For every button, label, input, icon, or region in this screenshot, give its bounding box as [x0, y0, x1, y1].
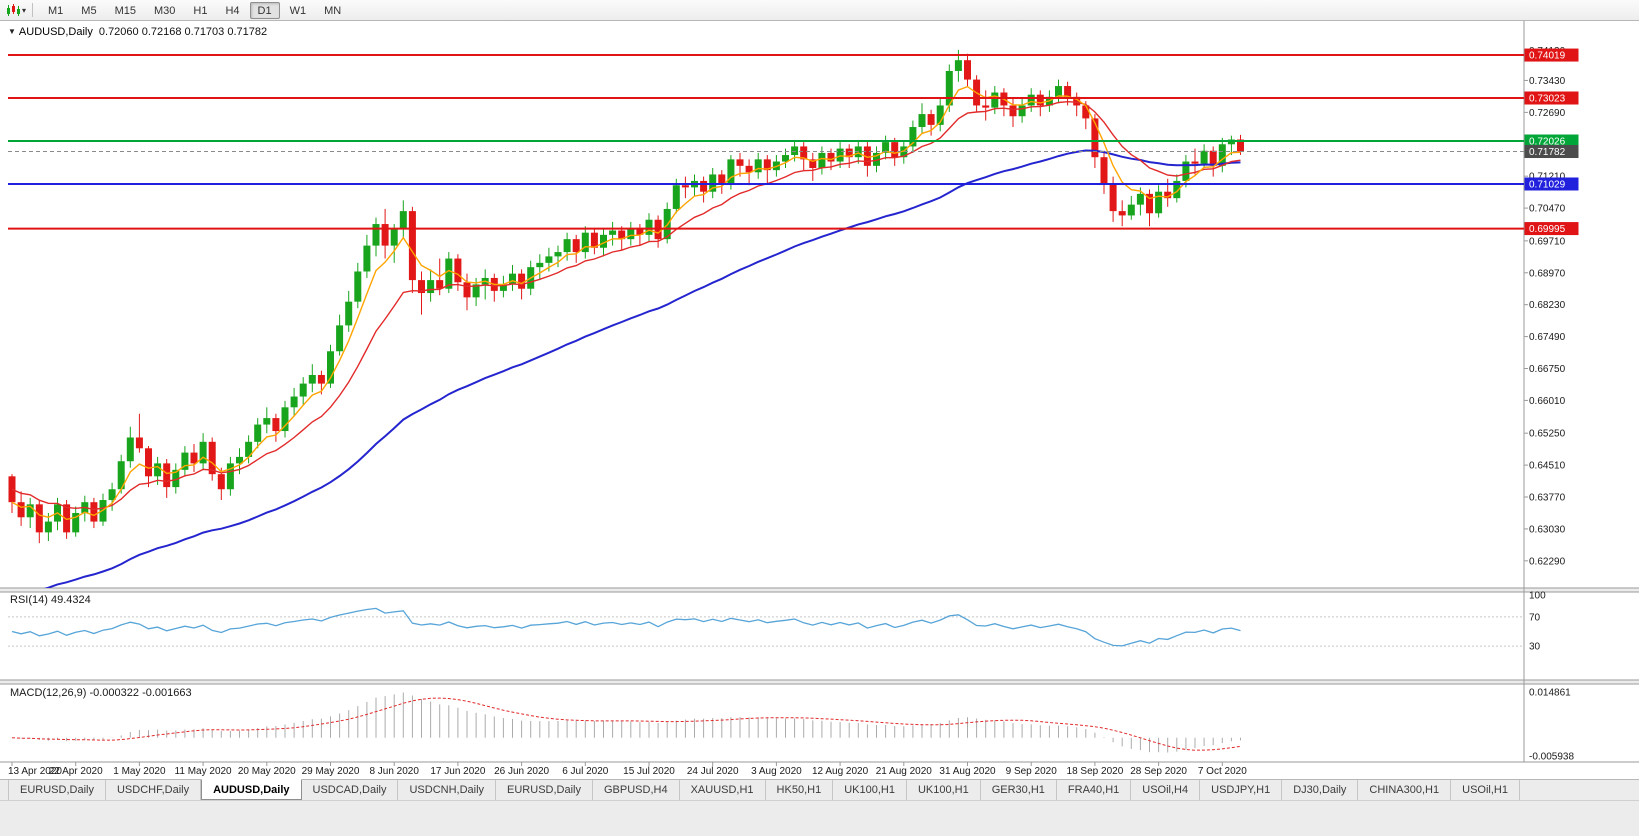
- svg-text:0.68230: 0.68230: [1529, 300, 1566, 311]
- rsi-indicator-label: RSI(14) 49.4324: [10, 594, 91, 606]
- rsi-panel: 100 70 30: [11, 591, 1546, 653]
- svg-text:8 Jun 2020: 8 Jun 2020: [369, 766, 419, 777]
- svg-text:0.73430: 0.73430: [1529, 76, 1566, 87]
- chevron-down-icon[interactable]: ▾: [22, 5, 27, 15]
- chart-tab-china300-h1[interactable]: CHINA300,H1: [1358, 780, 1452, 800]
- timeframe-button-mn[interactable]: MN: [316, 2, 349, 19]
- chart-area[interactable]: 0.741300.734300.726900.712100.704700.697…: [0, 21, 1639, 779]
- chart-tab-usoil-h4[interactable]: USOil,H4: [1131, 780, 1201, 800]
- chart-tab-usdchf-daily[interactable]: USDCHF,Daily: [106, 780, 202, 800]
- svg-text:0.63770: 0.63770: [1529, 493, 1566, 504]
- timeframe-button-h1[interactable]: H1: [185, 2, 215, 19]
- price-axis: 0.741300.734300.726900.712100.704700.697…: [1524, 46, 1579, 567]
- svg-text:100: 100: [1529, 591, 1546, 602]
- macd-panel: 0.014861 -0.005938: [11, 688, 1574, 763]
- collapse-triangle-icon[interactable]: ▼: [8, 27, 16, 36]
- chart-tab-usoil-h1[interactable]: USOil,H1: [1451, 780, 1520, 800]
- svg-text:0.64510: 0.64510: [1529, 461, 1566, 472]
- svg-text:21 Aug 2020: 21 Aug 2020: [876, 766, 933, 777]
- timeframe-button-h4[interactable]: H4: [217, 2, 247, 19]
- svg-text:9 Sep 2020: 9 Sep 2020: [1006, 766, 1058, 777]
- svg-text:0.72026: 0.72026: [1529, 136, 1566, 147]
- chart-tab-usdcnh-daily[interactable]: USDCNH,Daily: [398, 780, 497, 800]
- chart-tab-xauusd-h1[interactable]: XAUUSD,H1: [680, 780, 766, 800]
- svg-text:29 May 2020: 29 May 2020: [302, 766, 360, 777]
- svg-text:0.71782: 0.71782: [1529, 147, 1566, 158]
- toolbar-separator: [32, 3, 34, 17]
- svg-text:0.73023: 0.73023: [1529, 94, 1566, 105]
- chart-tab-bar: EURUSD,Daily USDCHF,Daily AUDUSD,Daily USDC…: [0, 779, 1639, 800]
- charts-toolbar-icon[interactable]: [4, 3, 22, 18]
- moving-averages-group: [11, 85, 1241, 588]
- svg-text:0.69995: 0.69995: [1529, 224, 1566, 235]
- chart-tab-ger30-h1[interactable]: GER30,H1: [981, 780, 1057, 800]
- svg-text:12 Aug 2020: 12 Aug 2020: [812, 766, 869, 777]
- svg-text:0.69710: 0.69710: [1529, 236, 1566, 247]
- chart-tab-uk100-h1[interactable]: UK100,H1: [833, 780, 907, 800]
- svg-text:0.014861: 0.014861: [1529, 688, 1571, 699]
- svg-text:0.67490: 0.67490: [1529, 332, 1566, 343]
- svg-text:1 May 2020: 1 May 2020: [113, 766, 166, 777]
- svg-text:7 Oct 2020: 7 Oct 2020: [1198, 766, 1247, 777]
- chart-tab-audusd-daily[interactable]: AUDUSD,Daily: [201, 779, 302, 800]
- chart-tab-usdcad-daily[interactable]: USDCAD,Daily: [302, 780, 399, 800]
- candlestick-chart-icon: [7, 3, 20, 16]
- svg-text:18 Sep 2020: 18 Sep 2020: [1067, 766, 1124, 777]
- svg-text:0.62290: 0.62290: [1529, 556, 1566, 567]
- svg-text:0.72690: 0.72690: [1529, 108, 1566, 119]
- timeframe-button-m15[interactable]: M15: [107, 2, 144, 19]
- svg-text:31 Aug 2020: 31 Aug 2020: [939, 766, 996, 777]
- timeframe-toolbar: ▾ M1 M5 M15 M30 H1 H4 D1 W1 MN: [0, 0, 1639, 21]
- svg-text:3 Aug 2020: 3 Aug 2020: [751, 766, 802, 777]
- timeframe-button-m30[interactable]: M30: [146, 2, 183, 19]
- svg-text:0.68970: 0.68970: [1529, 268, 1566, 279]
- chart-tab-uk100-h1[interactable]: UK100,H1: [907, 780, 981, 800]
- svg-text:0.66010: 0.66010: [1529, 396, 1566, 407]
- svg-text:17 Jun 2020: 17 Jun 2020: [430, 766, 485, 777]
- chart-title: ▼ AUDUSD,Daily 0.72060 0.72168 0.71703 0.7…: [8, 26, 267, 38]
- timeframe-button-m5[interactable]: M5: [73, 2, 104, 19]
- price-chart-canvas[interactable]: 0.741300.734300.726900.712100.704700.697…: [0, 21, 1639, 779]
- svg-text:22 Apr 2020: 22 Apr 2020: [49, 766, 103, 777]
- svg-text:0.71029: 0.71029: [1529, 179, 1566, 190]
- chart-symbol-label: AUDUSD,Daily: [18, 26, 93, 38]
- timeframe-button-d1[interactable]: D1: [249, 2, 280, 20]
- svg-text:20 May 2020: 20 May 2020: [238, 766, 296, 777]
- chart-tab-eurusd-daily[interactable]: EURUSD,Daily: [8, 780, 106, 800]
- timeframe-button-group: M1 M5 M15 M30 H1 H4 D1 W1 MN: [39, 1, 350, 20]
- svg-text:13 Apr 2020: 13 Apr 2020: [8, 766, 62, 777]
- svg-text:0.74019: 0.74019: [1529, 51, 1566, 62]
- candles-group: [8, 49, 1244, 544]
- timeframe-button-w1[interactable]: W1: [282, 2, 315, 19]
- svg-text:0.66750: 0.66750: [1529, 364, 1566, 375]
- chart-ohlc-values: 0.72060 0.72168 0.71703 0.71782: [98, 26, 268, 38]
- timeframe-button-m1[interactable]: M1: [40, 2, 71, 19]
- chart-tab-hk50-h1[interactable]: HK50,H1: [766, 780, 834, 800]
- svg-text:0.65250: 0.65250: [1529, 429, 1566, 440]
- svg-text:24 Jul 2020: 24 Jul 2020: [687, 766, 739, 777]
- svg-text:30: 30: [1529, 642, 1541, 653]
- chart-tab-fra40-h1[interactable]: FRA40,H1: [1057, 780, 1132, 800]
- svg-text:26 Jun 2020: 26 Jun 2020: [494, 766, 549, 777]
- svg-text:0.70470: 0.70470: [1529, 204, 1566, 215]
- svg-text:15 Jul 2020: 15 Jul 2020: [623, 766, 675, 777]
- status-bar: [0, 800, 1639, 836]
- svg-text:28 Sep 2020: 28 Sep 2020: [1130, 766, 1187, 777]
- macd-indicator-label: MACD(12,26,9) -0.000322 -0.001663: [10, 687, 192, 699]
- chart-tab-eurusd-daily[interactable]: EURUSD,Daily: [496, 780, 593, 800]
- price-level-lines[interactable]: [8, 54, 1524, 230]
- svg-text:11 May 2020: 11 May 2020: [175, 766, 233, 777]
- svg-text:0.71210: 0.71210: [1529, 172, 1566, 183]
- chart-tab-usdjpy-h1[interactable]: USDJPY,H1: [1200, 780, 1283, 800]
- svg-text:6 Jul 2020: 6 Jul 2020: [562, 766, 609, 777]
- chart-tab-dj30-daily[interactable]: DJ30,Daily: [1282, 780, 1359, 800]
- svg-text:0.63030: 0.63030: [1529, 524, 1566, 535]
- svg-text:-0.005938: -0.005938: [1529, 752, 1574, 763]
- svg-text:70: 70: [1529, 612, 1541, 623]
- chart-tab-gbpusd-h4[interactable]: GBPUSD,H4: [593, 780, 680, 800]
